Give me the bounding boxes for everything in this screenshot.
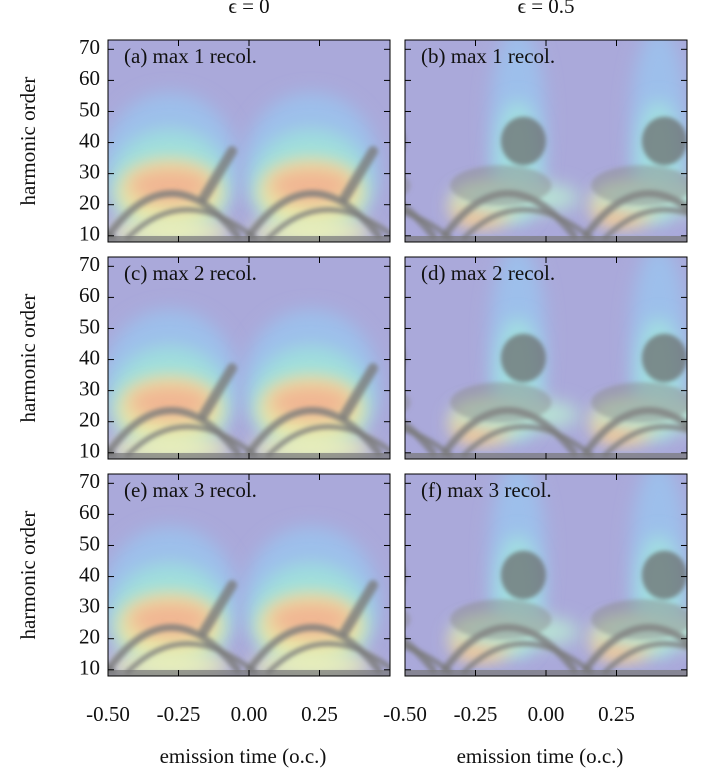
y-tick-label: 70 <box>79 35 100 59</box>
x-tick-label: -0.50 <box>86 702 130 726</box>
trajectories <box>108 146 390 241</box>
y-tick-label: 50 <box>79 97 100 121</box>
trajectory <box>602 424 687 458</box>
y-tick-label: 30 <box>79 593 100 617</box>
trajectory-cluster <box>450 599 552 640</box>
y-tick-label: 60 <box>79 283 100 307</box>
trajectory <box>266 424 390 458</box>
trajectory <box>405 427 453 458</box>
trajectory-cluster <box>405 393 411 412</box>
y-tick-label: 60 <box>79 66 100 90</box>
trajectory-cluster <box>500 116 546 166</box>
y-tick-label: 40 <box>79 128 100 152</box>
y-tick-label: 40 <box>79 562 100 586</box>
heatmap <box>405 40 687 242</box>
trajectories <box>108 580 390 675</box>
trajectory <box>602 207 687 241</box>
trajectory <box>405 210 453 241</box>
trajectory <box>339 363 379 420</box>
panel-label: (b) max 1 recol. <box>421 44 555 68</box>
trajectory <box>266 207 390 241</box>
trajectory-cluster <box>641 550 687 600</box>
trajectory <box>125 207 258 241</box>
trajectory <box>125 424 258 458</box>
trajectory <box>461 424 594 458</box>
y-tick-label: 50 <box>79 314 100 338</box>
heatmap <box>405 474 687 676</box>
trajectories <box>405 116 687 241</box>
trajectory-cluster <box>405 176 411 195</box>
x-tick-label: -0.25 <box>454 702 498 726</box>
y-tick-label: 30 <box>79 159 100 183</box>
panel-label: (e) max 3 recol. <box>124 478 257 502</box>
panel-label: (c) max 2 recol. <box>124 261 257 285</box>
trajectory-cluster <box>591 382 687 423</box>
trajectory-cluster <box>500 550 546 600</box>
x-tick-label: 0.25 <box>301 702 338 726</box>
y-axis-label: harmonic order <box>16 511 40 640</box>
trajectory-cluster <box>450 382 552 423</box>
x-tick-label: 0.00 <box>231 702 268 726</box>
x-tick-label: 0.25 <box>598 702 635 726</box>
trajectory <box>266 641 390 675</box>
trajectory-cluster <box>591 599 687 640</box>
x-tick-label: -0.25 <box>157 702 201 726</box>
trajectory <box>198 580 238 637</box>
panel-label: (d) max 2 recol. <box>421 261 555 285</box>
panel-label: (f) max 3 recol. <box>421 478 552 502</box>
column-title: ϵ = 0.5 <box>517 0 574 18</box>
y-tick-label: 70 <box>79 469 100 493</box>
y-tick-label: 60 <box>79 500 100 524</box>
y-tick-label: 50 <box>79 531 100 555</box>
trajectory-cluster <box>591 165 687 206</box>
y-axis-label: harmonic order <box>16 77 40 206</box>
trajectory <box>125 641 258 675</box>
trajectory-cluster <box>405 610 411 629</box>
x-axis-label: emission time (o.c.) <box>160 744 327 768</box>
trajectory <box>198 146 238 203</box>
x-tick-label: 0.00 <box>528 702 565 726</box>
panel-label: (a) max 1 recol. <box>124 44 257 68</box>
column-title: ϵ = 0 <box>228 0 269 18</box>
y-tick-label: 10 <box>79 439 100 463</box>
y-axis-label: harmonic order <box>16 294 40 423</box>
trajectory <box>339 580 379 637</box>
trajectory <box>461 207 594 241</box>
trajectories <box>405 333 687 458</box>
heatmap <box>108 40 390 242</box>
trajectory <box>461 641 594 675</box>
y-tick-label: 70 <box>79 252 100 276</box>
trajectory-cluster <box>450 165 552 206</box>
y-tick-label: 20 <box>79 408 100 432</box>
y-tick-label: 20 <box>79 625 100 649</box>
y-tick-label: 40 <box>79 345 100 369</box>
y-tick-label: 10 <box>79 656 100 680</box>
trajectory-cluster <box>641 116 687 166</box>
y-tick-label: 30 <box>79 376 100 400</box>
y-tick-label: 20 <box>79 191 100 215</box>
trajectory-cluster <box>500 333 546 383</box>
trajectory <box>198 363 238 420</box>
trajectory <box>339 146 379 203</box>
trajectories <box>108 363 390 458</box>
trajectory-cluster <box>641 333 687 383</box>
x-tick-label: -0.50 <box>383 702 427 726</box>
y-tick-label: 10 <box>79 222 100 246</box>
trajectories <box>405 550 687 675</box>
trajectory <box>602 641 687 675</box>
heatmap <box>108 474 390 676</box>
heatmap <box>108 257 390 459</box>
x-axis-label: emission time (o.c.) <box>457 744 624 768</box>
trajectory <box>405 644 453 675</box>
